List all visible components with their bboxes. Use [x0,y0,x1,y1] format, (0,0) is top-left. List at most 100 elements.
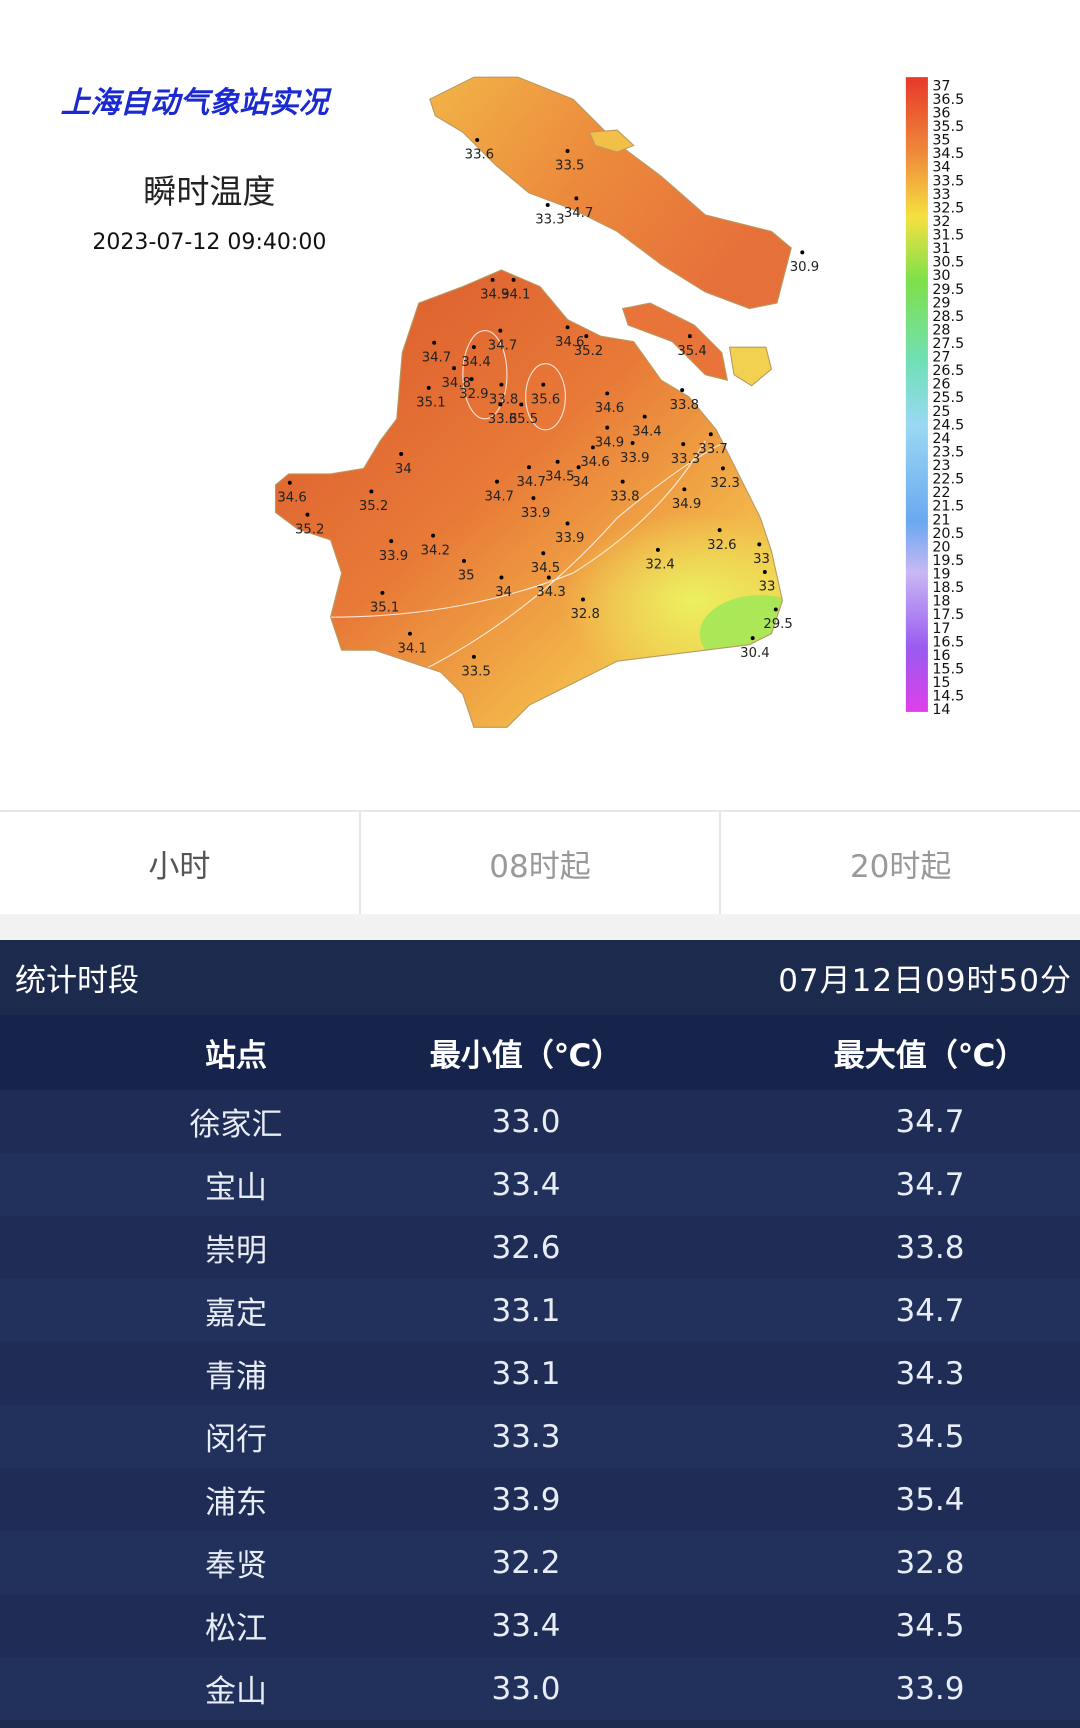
station-dot [750,636,755,641]
station-dot [708,432,713,437]
scale-labels: 3736.53635.53534.53433.53332.53231.53130… [932,78,964,718]
station-dot [576,465,581,470]
scale-label: 21.5 [932,499,964,515]
station-value: 32.4 [645,558,674,573]
station-dot [655,547,660,552]
table-cell: 宝山 [205,1170,267,1206]
table-row: 松江 33.4 34.5 [0,1594,1080,1657]
map-panel: 上海自动气象站实况 瞬时温度 2023-07-12 09:40:00 37 36.… [0,0,1080,810]
table-row: 嘉定 33.1 34.7 [0,1279,1080,1342]
station-dot [773,607,778,612]
station-dot [565,325,570,330]
station-dot [305,512,310,517]
station-value: 34 [572,475,589,490]
station-dot [380,590,385,595]
station-value: 34.9 [480,288,509,303]
scale-label: 25.5 [932,390,964,406]
table-cell: 33.4 [491,1166,561,1203]
scale-label: 15 [932,675,950,691]
scale-label: 34.5 [932,146,964,162]
scale-label: 15.5 [932,661,964,677]
station-dot [565,521,570,526]
station-value: 33.8 [610,489,639,504]
scale-label: 27 [932,350,950,366]
table-cell: 浦东 [205,1485,267,1521]
station-value: 33.7 [698,442,727,457]
table-cell: 34.7 [895,1103,965,1140]
period-time: 07月12日09时50分 [778,963,1072,999]
station-value: 33.6 [488,412,517,427]
station-value: 34.4 [461,355,490,370]
station-value: 34.5 [531,561,560,576]
station-dot [399,452,404,457]
map-title: 上海自动气象站实况 [61,85,333,120]
temperature-map: 上海自动气象站实况 瞬时温度 2023-07-12 09:40:00 3736.… [61,76,964,728]
scale-label: 36.5 [932,92,964,108]
scale-label: 19.5 [932,553,964,569]
table-cell: 徐家汇 [189,1107,283,1143]
station-value: 34.8 [442,376,471,391]
scale-label: 25 [932,404,950,420]
table-row: 闵行 33.3 34.5 [0,1405,1080,1468]
table-body: 徐家汇 33.0 34.7 宝山 33.4 34.7 崇明 32.6 33.8 嘉定 33.1 34.… [0,1090,1080,1720]
map-time: 2023-07-12 09:40:00 [92,230,326,255]
scale-label: 31 [932,241,950,257]
table-cell: 嘉定 [205,1296,267,1332]
scale-label: 32.5 [932,200,964,216]
station-dot [620,479,625,484]
station-dot [541,382,546,387]
station-value: 33.3 [535,213,564,228]
station-value: 34 [495,585,512,600]
scale-label: 36 [932,105,950,121]
station-value: 33.6 [465,148,494,163]
station-value: 34.6 [555,335,584,350]
station-value: 33.8 [489,392,518,407]
station-dot [499,382,504,387]
station-value: 34.7 [564,206,593,221]
station-value: 35.5 [509,412,538,427]
stats-period: 统计时段 07月12日09时50分 [0,940,1080,1015]
station-dot [452,366,457,371]
station-dot [680,388,685,393]
mainland [275,270,783,728]
header-cell: 最大值（℃） [833,1038,1027,1074]
table-cell: 34.7 [895,1292,965,1329]
tab[interactable]: 08时起 [361,812,722,914]
station-dot [642,414,647,419]
table-row: 徐家汇 33.0 34.7 [0,1090,1080,1153]
table-cell: 33.9 [491,1481,561,1518]
station-dot [498,402,503,407]
table-row: 青浦 33.1 34.3 [0,1342,1080,1405]
table-cell: 32.6 [491,1229,561,1266]
station-dot [717,528,722,533]
station-value: 34.1 [397,641,426,656]
station-value: 34.6 [595,401,624,416]
table-cell: 33.0 [491,1670,561,1707]
scale-label: 14.5 [932,689,964,705]
station-dot [495,479,500,484]
tab[interactable]: 小时 [0,812,361,914]
station-dot [471,654,476,659]
scale-label: 20.5 [932,526,964,542]
station-dot [471,345,476,350]
table-cell: 33.3 [491,1418,561,1455]
scale-label: 22.5 [932,472,964,488]
scale-label: 32 [932,214,950,230]
station-value: 34.6 [580,455,609,470]
tab[interactable]: 20时起 [849,848,952,885]
table-cell: 33.8 [895,1229,965,1266]
station-dot [590,445,595,450]
scale-label: 29.5 [932,282,964,298]
station-dot [580,597,585,602]
scale-label: 22 [932,485,950,501]
station-dot [287,480,292,485]
station-value: 34.7 [422,350,451,365]
station-value: 29.5 [763,617,792,632]
station-value: 35.2 [574,344,603,359]
scale-label: 19 [932,567,950,583]
table-cell: 34.5 [895,1607,965,1644]
header-cell: 站点 [205,1038,267,1074]
table-cell: 34.7 [895,1166,965,1203]
station-value: 35 [458,569,475,584]
